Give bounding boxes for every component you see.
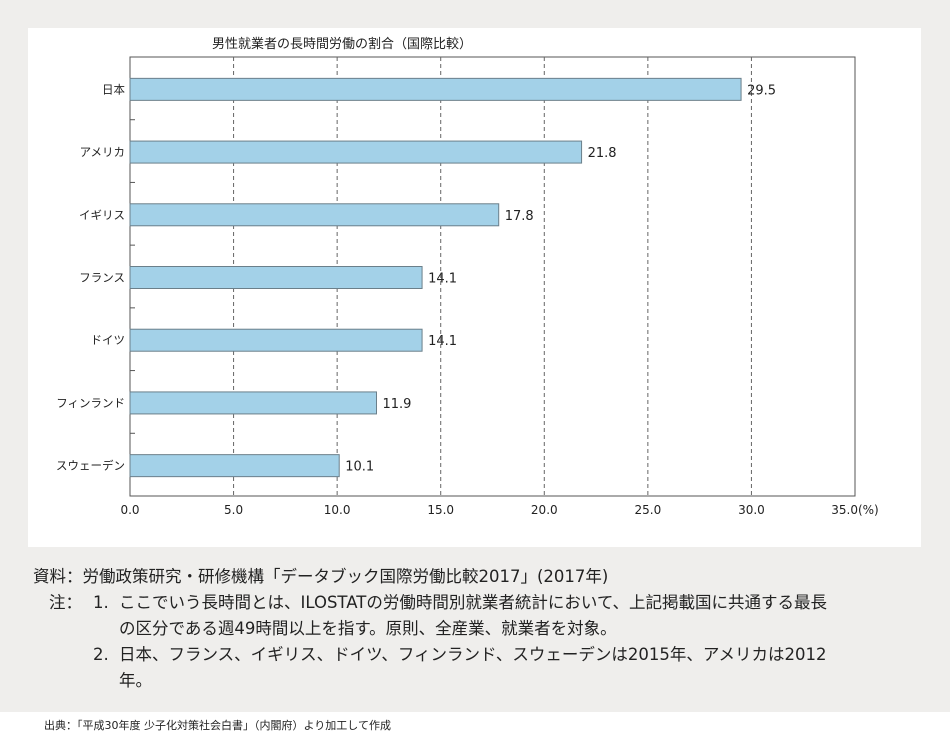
category-label: フランス [79,271,125,285]
bar [129,203,500,227]
note1-line2: の区分である週49時間以上を指す。原則、全産業、就業者を対象。 [119,619,617,638]
x-tick-label: 20.0 [531,503,558,517]
category-label: 日本 [102,82,125,96]
chart-title: 男性就業者の長時間労働の割合（国際比較） [212,36,472,52]
x-tick-label: 10.0 [324,503,351,517]
bar [129,454,340,478]
category-label: スウェーデン [56,459,125,473]
data-label: 14.1 [428,272,457,287]
x-tick-label: 5.0 [224,503,243,517]
bar-chart: 男性就業者の長時間労働の割合（国際比較） 0.0 5.0 10.0 15.0 20.0 2… [56,36,879,517]
note2-line2: 年。 [119,671,152,690]
data-label: 17.8 [505,209,534,224]
credit: 出典：「平成30年度 少子化対策社会白書」（内閣府）より加工して作成 [44,719,391,732]
bar [129,391,377,415]
data-label: 11.9 [383,397,412,412]
bar [129,328,423,352]
note1-line1: ここでいう長時間とは、ILOSTATの労働時間別就業者統計において、上記掲載国に… [119,593,827,612]
note-label: 注： [49,593,82,612]
category-label: ドイツ [91,333,126,347]
data-label: 10.1 [345,460,374,475]
note1-number: 1. [93,593,109,612]
data-label: 14.1 [428,334,457,349]
x-tick-label: 30.0 [738,503,765,517]
data-label: 21.8 [588,146,617,161]
note2-number: 2. [93,645,109,664]
x-tick-label: 25.0 [634,503,661,517]
bar [129,266,423,289]
bar [129,77,742,101]
x-tick-label: 35.0(%) [831,503,878,517]
x-tick-label: 15.0 [427,503,454,517]
x-tick-label: 0.0 [120,503,139,517]
data-label: 29.5 [747,83,776,98]
category-label: アメリカ [80,145,125,159]
category-label: イギリス [79,208,125,222]
bar [129,140,583,164]
source-note: 資料：労働政策研究・研修機構「データブック国際労働比較2017」(2017年) [33,567,609,586]
note2-line1: 日本、フランス、イギリス、ドイツ、フィンランド、スウェーデンは2015年、アメリ… [119,645,827,664]
category-label: フィンランド [56,396,125,410]
